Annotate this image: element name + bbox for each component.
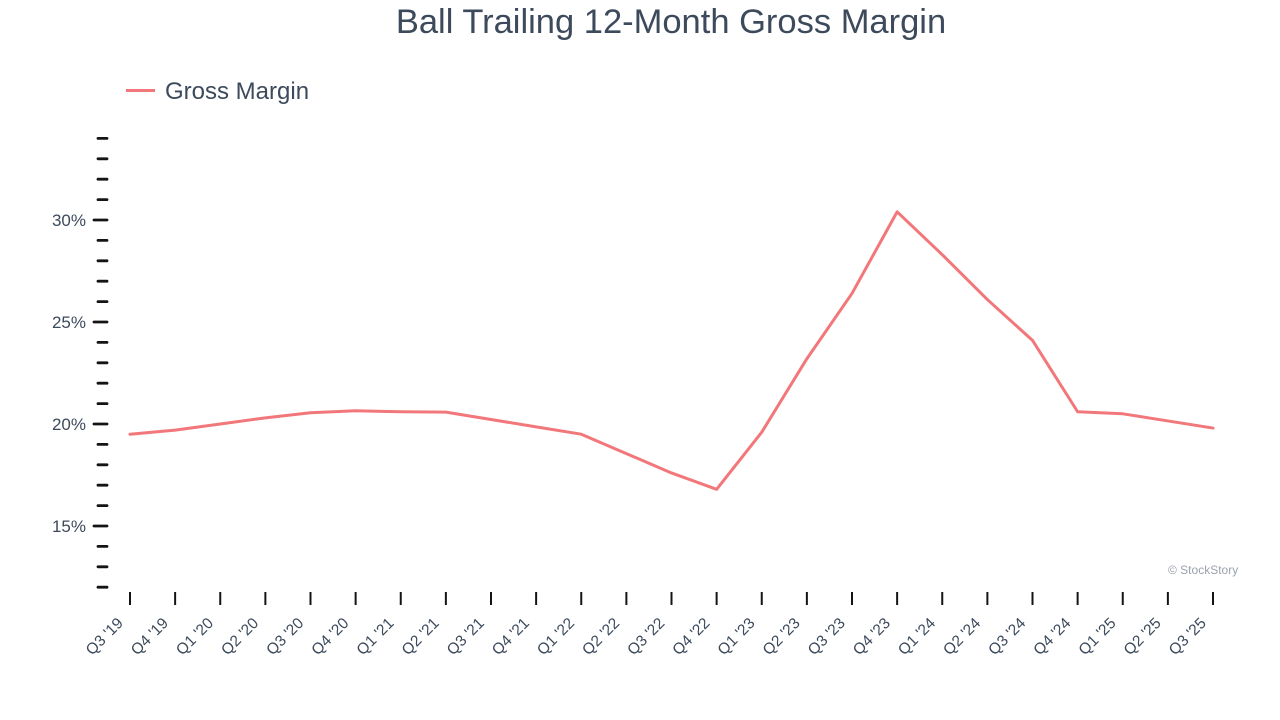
svg-text:Q3 '23: Q3 '23 <box>805 615 849 659</box>
svg-text:15%: 15% <box>52 517 86 536</box>
svg-text:Q3 '22: Q3 '22 <box>624 615 668 659</box>
svg-text:Q3 '19: Q3 '19 <box>83 615 127 659</box>
svg-text:Q1 '24: Q1 '24 <box>895 615 939 659</box>
svg-text:Q2 '21: Q2 '21 <box>399 615 443 659</box>
svg-text:Q1 '20: Q1 '20 <box>173 615 217 659</box>
svg-text:Q4 '22: Q4 '22 <box>669 615 713 659</box>
svg-text:Q1 '21: Q1 '21 <box>354 615 398 659</box>
svg-text:Q2 '20: Q2 '20 <box>218 615 262 659</box>
svg-text:Q1 '22: Q1 '22 <box>534 615 578 659</box>
svg-text:Q4 '19: Q4 '19 <box>128 615 172 659</box>
svg-text:Q3 '24: Q3 '24 <box>985 615 1029 659</box>
svg-text:30%: 30% <box>52 211 86 230</box>
svg-text:Q2 '22: Q2 '22 <box>579 615 623 659</box>
svg-text:Q1 '25: Q1 '25 <box>1076 615 1120 659</box>
svg-text:Q1 '23: Q1 '23 <box>715 615 759 659</box>
svg-text:25%: 25% <box>52 313 86 332</box>
svg-text:Q2 '25: Q2 '25 <box>1121 615 1165 659</box>
svg-text:Q4 '24: Q4 '24 <box>1030 615 1074 659</box>
svg-text:Q3 '20: Q3 '20 <box>263 615 307 659</box>
svg-text:20%: 20% <box>52 415 86 434</box>
svg-text:Q2 '24: Q2 '24 <box>940 615 984 659</box>
svg-text:Q4 '23: Q4 '23 <box>850 615 894 659</box>
svg-text:Q3 '21: Q3 '21 <box>444 615 488 659</box>
svg-text:Q3 '25: Q3 '25 <box>1166 615 1210 659</box>
svg-text:Q4 '21: Q4 '21 <box>489 615 533 659</box>
svg-text:Q4 '20: Q4 '20 <box>308 615 352 659</box>
svg-text:Q2 '23: Q2 '23 <box>760 615 804 659</box>
